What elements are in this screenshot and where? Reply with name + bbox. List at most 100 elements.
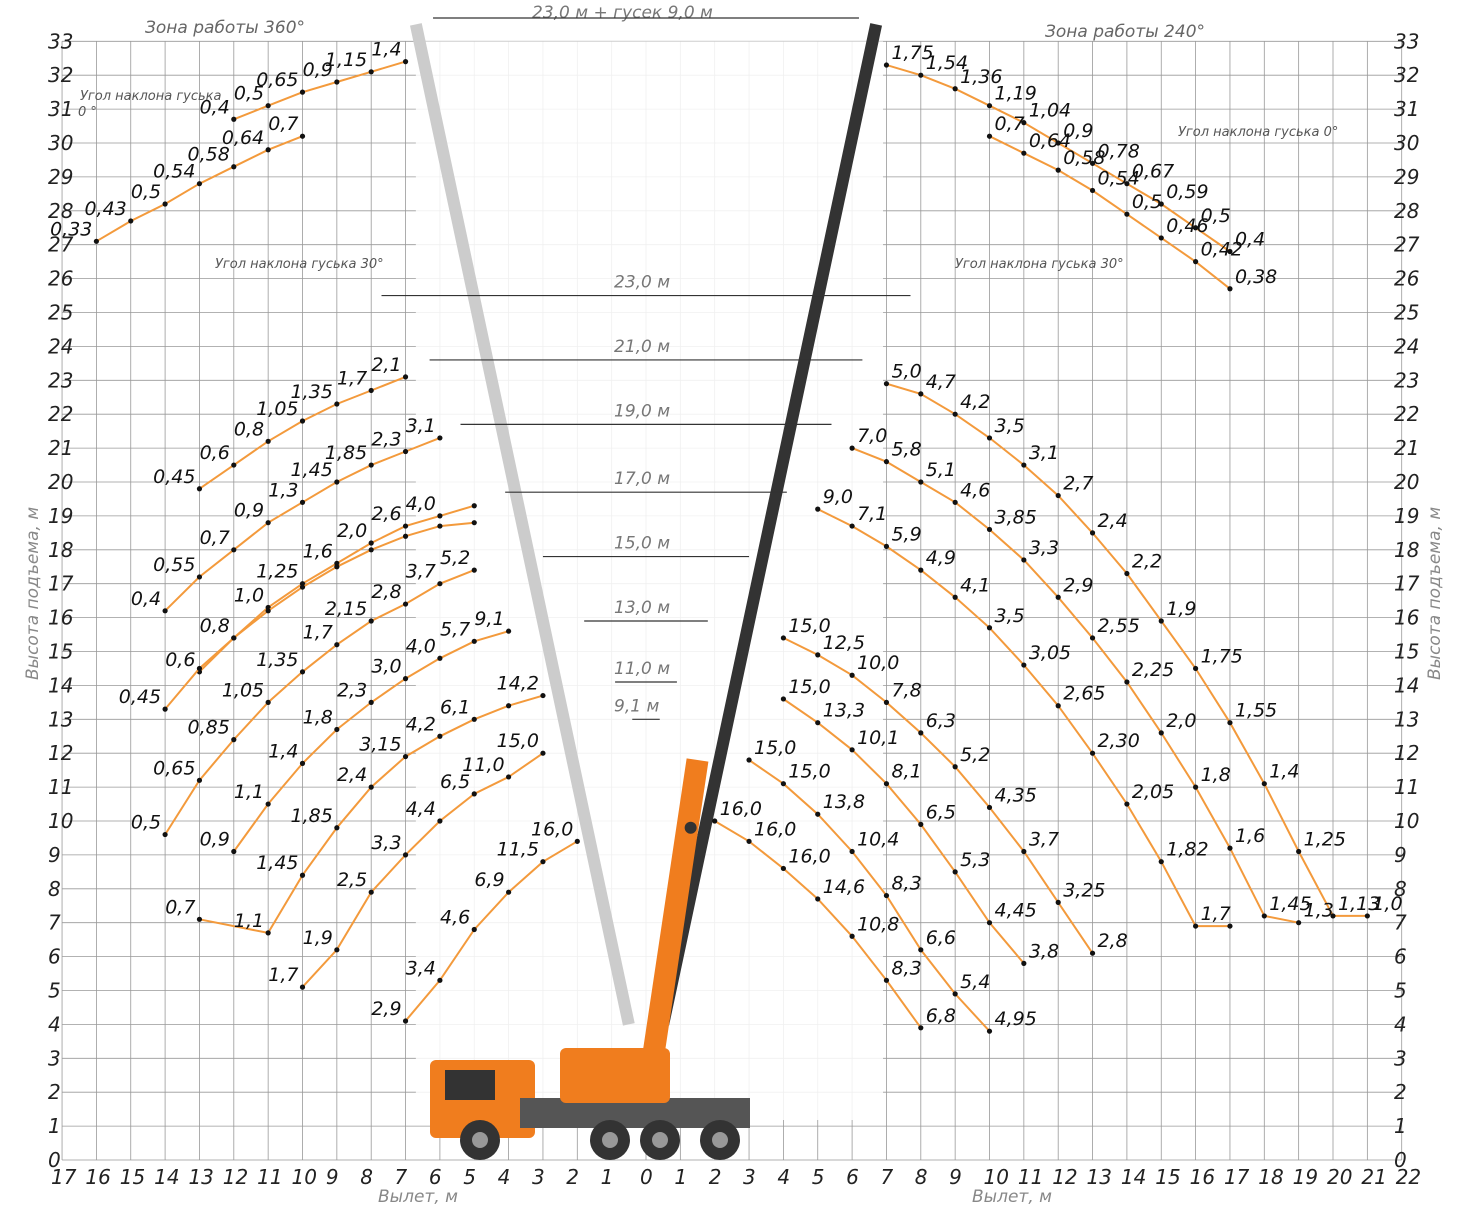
data-point — [1089, 187, 1096, 194]
data-point — [1158, 618, 1164, 624]
dimension-label: 23,0 м — [614, 273, 670, 293]
data-label: 0,5 — [131, 812, 161, 834]
x-tick-left: 10 — [292, 1165, 317, 1189]
data-point — [162, 831, 168, 838]
data-label: 5,3 — [960, 849, 990, 871]
wheel-hub — [712, 1132, 728, 1148]
data-point — [746, 757, 752, 763]
y-tick-right: 10 — [1394, 809, 1419, 833]
dimension-label: 19,0 м — [614, 401, 670, 421]
data-label: 3,5 — [995, 605, 1025, 627]
data-label: 2,2 — [1132, 551, 1162, 573]
data-point — [1055, 899, 1061, 905]
data-point — [986, 526, 993, 533]
data-point — [918, 947, 924, 953]
data-label: 0,64 — [222, 127, 264, 149]
x-tick-right: 5 — [812, 1165, 825, 1189]
y-tick-right: 32 — [1394, 63, 1419, 87]
data-label: 6,5 — [926, 801, 956, 823]
data-label: 15,0 — [754, 737, 796, 759]
data-label: 14,6 — [823, 876, 865, 898]
data-label: 1,45 — [256, 852, 298, 874]
data-label: 2,1 — [371, 354, 401, 376]
data-label: 6,1 — [440, 696, 470, 718]
data-point — [815, 896, 821, 902]
data-point — [299, 418, 306, 424]
x-tick-right: 12 — [1052, 1165, 1077, 1189]
data-label: 2,9 — [1063, 574, 1093, 596]
data-point — [437, 513, 443, 519]
data-label: 0,85 — [187, 717, 229, 739]
dimension-label: 9,1 м — [614, 696, 659, 716]
data-point — [1193, 784, 1199, 790]
data-point — [402, 523, 409, 529]
data-label: 0,58 — [1063, 147, 1105, 169]
data-label: 0,65 — [153, 757, 195, 779]
data-point — [1193, 259, 1199, 265]
data-point — [1021, 662, 1027, 668]
boom-length-dimensions: 23,0 м 21,0 м 19,0 м 17,0 м 15,0 м 13,0 м 11,0… — [381, 17, 911, 720]
y-tick-right: 27 — [1394, 233, 1420, 257]
y-tick-left: 11 — [48, 775, 73, 799]
data-point — [402, 852, 409, 858]
x-tick-left: 15 — [120, 1165, 145, 1189]
data-point — [1089, 635, 1096, 641]
data-point — [849, 933, 855, 939]
data-label: 1,4 — [1269, 761, 1299, 783]
x-tick-right: 17 — [1224, 1165, 1250, 1189]
data-point — [1124, 570, 1130, 577]
data-point — [265, 930, 271, 936]
crane-turret — [560, 1048, 670, 1103]
data-point — [780, 696, 787, 702]
data-label: 1,8 — [303, 706, 333, 728]
x-tick-right: 18 — [1258, 1165, 1283, 1189]
y-tick-right: 25 — [1394, 301, 1419, 325]
data-label: 14,2 — [497, 673, 539, 695]
data-label: 0,65 — [256, 69, 298, 91]
y-tick-right: 23 — [1394, 368, 1419, 392]
data-label: 2,9 — [371, 998, 401, 1020]
data-point — [299, 760, 306, 766]
data-label: 4,2 — [406, 713, 436, 735]
data-label: 4,4 — [406, 798, 436, 820]
data-point — [1055, 492, 1061, 499]
data-point — [1261, 781, 1267, 787]
data-label: 3,0 — [371, 656, 401, 678]
data-point — [437, 581, 443, 587]
data-label: 4,1 — [960, 574, 990, 596]
data-label: 5,8 — [891, 439, 921, 461]
data-label: 2,25 — [1132, 659, 1174, 681]
data-label: 2,55 — [1098, 615, 1140, 637]
data-point — [231, 848, 237, 855]
data-point — [231, 635, 237, 641]
data-point — [265, 520, 271, 526]
y-tick-left: 4 — [48, 1012, 61, 1036]
data-point — [1227, 720, 1233, 726]
data-label: 8,1 — [891, 761, 921, 783]
data-point — [1193, 923, 1199, 929]
data-point — [849, 523, 855, 529]
data-label: 0,4 — [1235, 228, 1265, 250]
data-label: 1,15 — [325, 49, 367, 71]
data-point — [1158, 859, 1164, 865]
data-point — [299, 872, 306, 878]
y-tick-left: 12 — [48, 741, 73, 765]
data-point — [883, 381, 890, 387]
data-point — [471, 791, 477, 797]
data-label: 4,9 — [926, 547, 956, 569]
data-point — [1227, 248, 1233, 255]
data-point — [986, 435, 993, 441]
y-tick-left: 6 — [48, 945, 61, 969]
y-tick-left: 32 — [48, 63, 73, 87]
data-label: 1,1 — [234, 781, 264, 803]
data-label: 9,1 — [474, 608, 504, 630]
center-mask — [415, 41, 884, 1120]
data-label: 2,6 — [371, 503, 401, 525]
data-label: 1,0 — [234, 584, 264, 606]
data-point — [93, 238, 99, 244]
boom-base — [641, 758, 709, 1060]
x-tick-left: 8 — [360, 1165, 373, 1189]
data-point — [1124, 679, 1130, 685]
data-label: 0,33 — [50, 218, 92, 240]
y-tick-left: 8 — [48, 877, 61, 901]
